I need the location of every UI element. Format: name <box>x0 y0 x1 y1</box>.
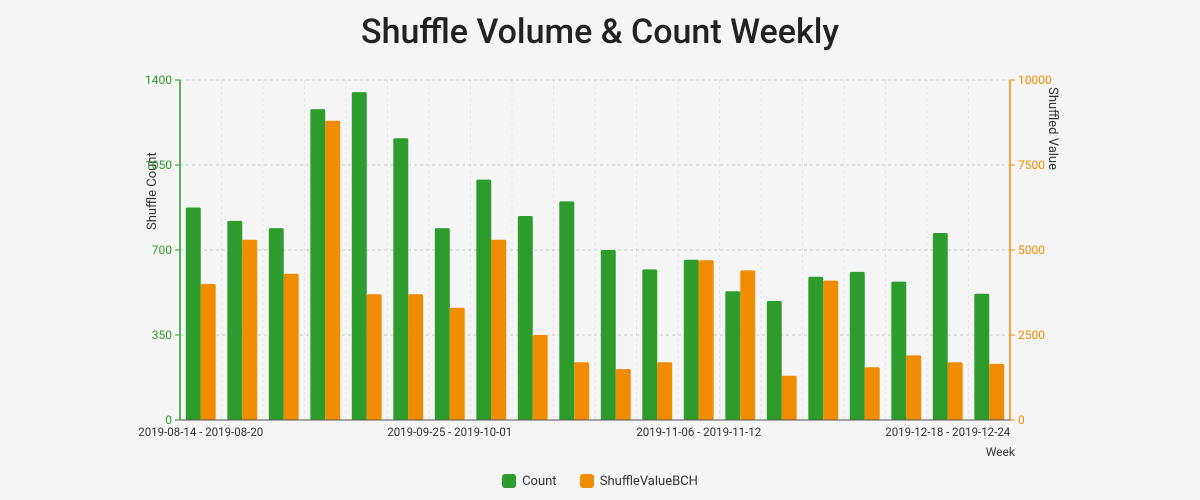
svg-text:2019-12-18 - 2019-12-24: 2019-12-18 - 2019-12-24 <box>885 425 1011 439</box>
chart-title: Shuffle Volume & Count Weekly <box>0 0 1200 52</box>
svg-text:2019-08-14 - 2019-08-20: 2019-08-14 - 2019-08-20 <box>138 425 263 439</box>
svg-text:2019-11-06 - 2019-11-12: 2019-11-06 - 2019-11-12 <box>636 425 762 439</box>
svg-text:7500: 7500 <box>1018 158 1045 172</box>
svg-text:700: 700 <box>152 243 172 257</box>
legend-swatch-value <box>580 474 594 488</box>
legend-item-value: ShuffleValueBCH <box>580 474 698 489</box>
legend-swatch-count <box>502 474 516 488</box>
svg-text:1400: 1400 <box>145 73 172 87</box>
x-axis-label: Week <box>986 445 1015 459</box>
svg-text:0: 0 <box>1018 413 1025 427</box>
svg-text:350: 350 <box>152 328 172 342</box>
y-axis-right-label: Shuffled Value <box>1045 87 1060 170</box>
svg-text:10000: 10000 <box>1018 73 1052 87</box>
legend-label-value: ShuffleValueBCH <box>600 474 698 489</box>
legend-item-count: Count <box>502 474 556 489</box>
svg-text:1050: 1050 <box>145 158 172 172</box>
legend-label-count: Count <box>522 474 556 489</box>
svg-text:2500: 2500 <box>1018 328 1045 342</box>
svg-text:5000: 5000 <box>1018 243 1045 257</box>
svg-text:2019-09-25 - 2019-10-01: 2019-09-25 - 2019-10-01 <box>387 425 512 439</box>
legend: Count ShuffleValueBCH <box>0 474 1200 493</box>
chart-plot-area: 0350700105014000250050007500100002019-08… <box>180 80 1010 420</box>
